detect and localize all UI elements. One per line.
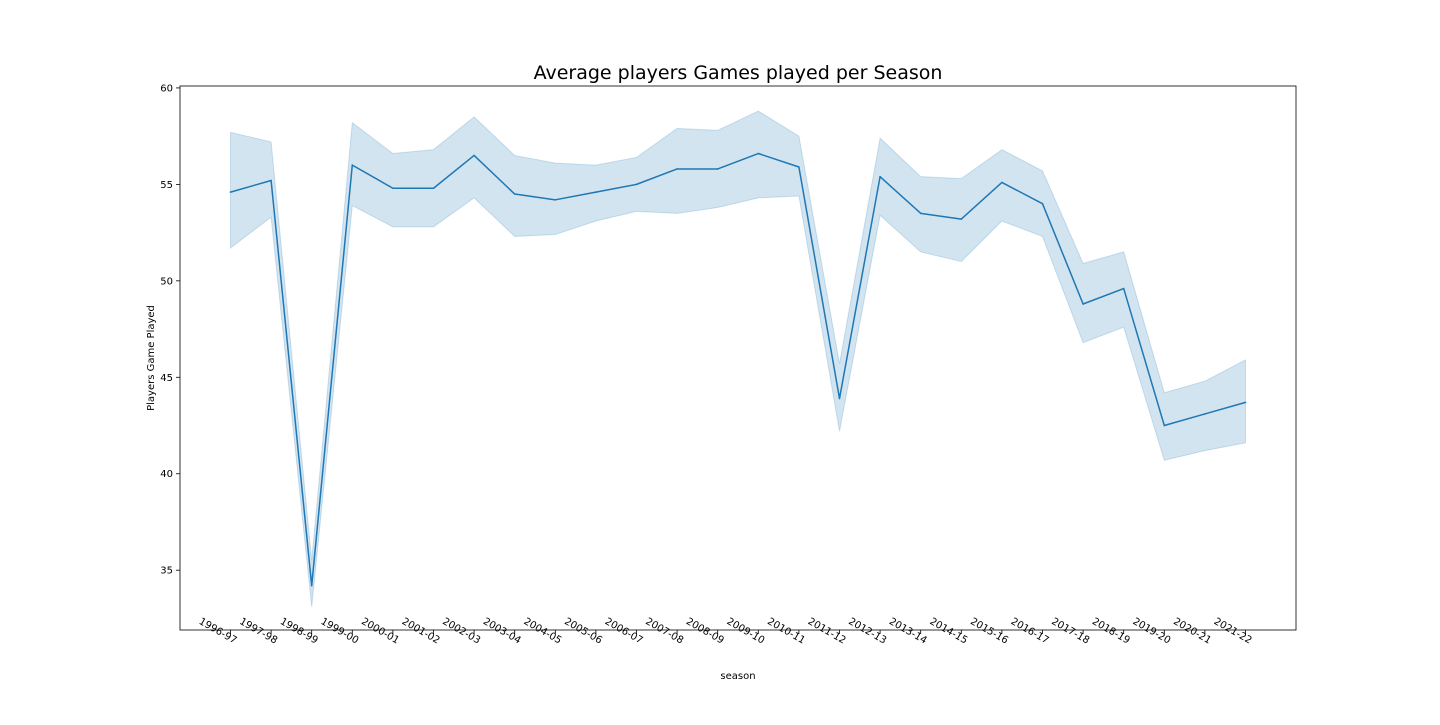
x-tick-label: 2019-20 <box>1131 616 1173 646</box>
y-axis-label: Players Game Played <box>146 305 157 411</box>
y-tick-label: 45 <box>160 373 173 384</box>
data-point <box>1204 413 1206 415</box>
x-tick-label: 1996-97 <box>197 616 239 646</box>
data-point <box>716 168 719 170</box>
y-tick-label: 60 <box>160 83 173 94</box>
data-point <box>351 164 354 166</box>
x-tick-label: 2007-08 <box>643 616 685 646</box>
y-tick-label: 40 <box>160 469 173 480</box>
data-point <box>1163 424 1166 427</box>
y-tick-label: 50 <box>160 276 173 287</box>
data-point <box>270 179 272 182</box>
data-point <box>635 183 638 186</box>
chart-title: Average players Games played per Season <box>534 62 943 84</box>
x-tick-label: 2015-16 <box>968 616 1010 646</box>
data-point <box>432 187 435 190</box>
data-point <box>1082 303 1084 305</box>
data-point <box>676 168 678 170</box>
data-point <box>757 152 760 155</box>
x-tick-label: 2016-17 <box>1009 616 1051 646</box>
x-tick-label: 2011-12 <box>806 616 848 646</box>
data-point <box>919 212 922 215</box>
data-point <box>554 199 557 201</box>
y-tick-label: 35 <box>160 566 173 577</box>
x-tick-label: 1997-98 <box>237 616 279 646</box>
data-point <box>1244 401 1247 404</box>
x-tick-label: 2018-19 <box>1090 616 1132 646</box>
data-point <box>229 191 232 193</box>
data-point <box>513 193 516 195</box>
x-axis-label: season <box>720 671 755 682</box>
plot-area-frame <box>179 85 1297 631</box>
x-tick-label: 2004-05 <box>522 616 564 646</box>
x-tick-label: 2001-02 <box>400 616 442 646</box>
x-tick-label: 2000-01 <box>359 616 401 646</box>
data-point <box>473 154 475 157</box>
y-tick-label: 55 <box>160 180 173 191</box>
data-point <box>310 584 313 587</box>
data-point <box>879 175 881 178</box>
x-tick-label: 2002-03 <box>440 616 482 646</box>
confidence-band <box>230 110 1246 607</box>
x-tick-label: 2021-22 <box>1212 616 1254 646</box>
x-tick-label: 2010-11 <box>765 616 807 646</box>
data-point <box>392 187 394 190</box>
x-tick-label: 2012-13 <box>846 616 888 646</box>
data-point <box>1001 181 1003 184</box>
x-tick-label: 2003-04 <box>481 616 523 646</box>
data-point <box>595 191 597 193</box>
data-point <box>798 166 800 168</box>
series-line-layer <box>229 152 1247 587</box>
data-point <box>1122 287 1125 290</box>
x-tick-label: 2014-15 <box>928 616 970 646</box>
confidence-band-layer <box>230 110 1246 607</box>
x-tick-label: 2013-14 <box>887 616 929 646</box>
data-point <box>960 218 963 220</box>
x-tick-label: 2020-21 <box>1171 616 1213 646</box>
data-point <box>838 397 841 400</box>
x-tick-label: 1999-00 <box>319 616 361 646</box>
y-axis-ticks: 35 40 45 50 55 60 <box>160 83 180 577</box>
x-tick-label: 2005-06 <box>562 616 604 646</box>
series-line <box>230 152 1246 587</box>
x-tick-label: 2008-09 <box>684 616 726 646</box>
x-tick-label: 2017-18 <box>1049 616 1091 646</box>
x-tick-label: 1998-99 <box>278 616 320 646</box>
x-tick-label: 2006-07 <box>603 616 645 646</box>
x-tick-label: 2009-10 <box>725 616 767 646</box>
data-point <box>1041 202 1044 205</box>
x-axis-ticks: 1996-971997-981998-991999-002000-012001-… <box>197 616 1254 646</box>
